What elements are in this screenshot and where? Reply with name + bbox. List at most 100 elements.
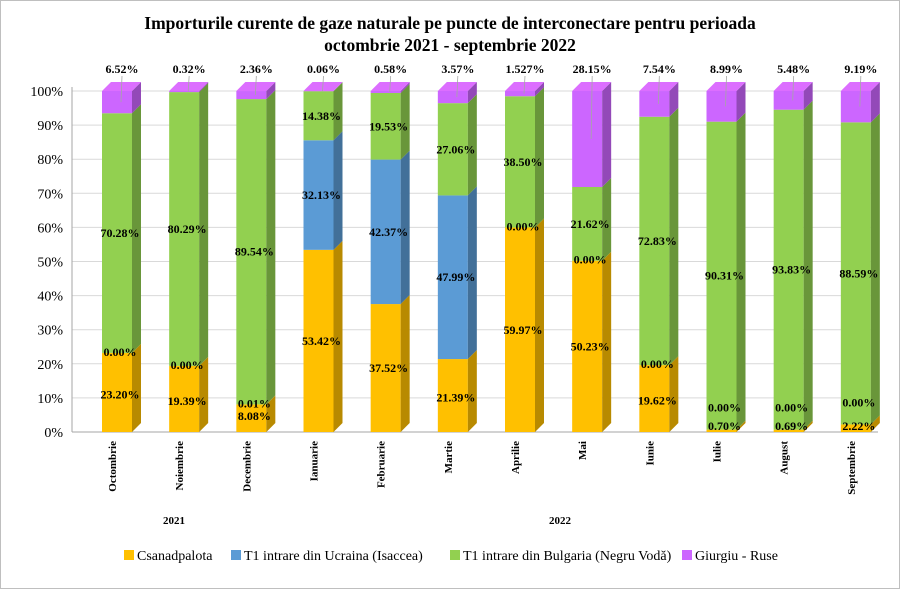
- data-label: 0.00%: [708, 401, 741, 415]
- data-label: 19.62%: [638, 394, 677, 408]
- bar-segment-side: [199, 82, 209, 93]
- data-label: 21.62%: [571, 217, 610, 231]
- data-label: 21.39%: [436, 391, 475, 405]
- data-label: 90.31%: [705, 269, 744, 283]
- bar-stack: [370, 82, 410, 432]
- y-tick-label: 40%: [37, 290, 63, 305]
- bar-segment-side: [535, 87, 544, 228]
- data-label: 0.32%: [173, 62, 206, 76]
- bar-segment: [773, 109, 804, 430]
- leader-line: [254, 75, 257, 96]
- bar-segment-side: [870, 82, 880, 123]
- data-label: 0.00%: [171, 358, 204, 372]
- bar-segment: [505, 96, 535, 228]
- data-label: 32.13%: [302, 188, 341, 202]
- leader-line: [389, 75, 392, 93]
- bar-segment: [773, 429, 804, 432]
- legend-label: T1 intrare din Bulgaria (Negru Vodă): [463, 549, 672, 564]
- bar-stack: [169, 82, 209, 432]
- data-label: 37.52%: [369, 361, 408, 375]
- bar-segment-side: [669, 107, 679, 366]
- bar-segment: [572, 260, 603, 432]
- leader-line: [590, 75, 593, 140]
- y-tick-label: 60%: [37, 221, 63, 236]
- data-label: 70.28%: [101, 226, 140, 240]
- bar-stack: [102, 82, 141, 432]
- bar-segment-side: [803, 420, 813, 432]
- bar-segment: [169, 91, 200, 93]
- data-labels: 23.20% 0.00% 70.28% 6.52% 19.39% 0.00% 80.29% 0…: [101, 62, 879, 433]
- y-tick-label: 10%: [37, 392, 63, 407]
- bar-segment: [437, 90, 468, 104]
- bar-segment: [437, 359, 468, 432]
- bar-segment-side: [467, 350, 477, 432]
- year-label-2022: 2022: [549, 515, 572, 527]
- category-label: Aprilie: [510, 441, 522, 474]
- legend-item: T1 intrare din Ucraina (Isaccea): [231, 549, 423, 564]
- bar-segment: [169, 365, 200, 432]
- bar-segment: [706, 429, 737, 432]
- bar-segment-side: [467, 81, 477, 104]
- bar-segment-side: [266, 395, 276, 432]
- bar-stack: [773, 82, 813, 432]
- bar-segment-side: [132, 104, 141, 353]
- bar-segment-side: [400, 83, 410, 160]
- data-label: 42.37%: [369, 225, 408, 239]
- leader-line: [792, 75, 795, 101]
- leader-line: [120, 75, 123, 103]
- bar-segment: [102, 91, 132, 114]
- legend-swatch: [231, 550, 241, 560]
- y-tick-label: 80%: [37, 153, 63, 168]
- data-label: 19.53%: [369, 119, 408, 133]
- data-label: 38.50%: [504, 155, 543, 169]
- legend-item: Giurgiu - Ruse: [682, 549, 778, 564]
- data-label: 8.99%: [710, 62, 743, 76]
- bars: [102, 81, 880, 432]
- data-label: 23.20%: [101, 387, 140, 401]
- bar-segment-side: [870, 113, 880, 425]
- bar-segment: [303, 140, 334, 250]
- bar-segment: [102, 352, 132, 432]
- bar-segment-side: [132, 343, 141, 432]
- data-label: 72.83%: [638, 234, 677, 248]
- category-label: Iunie: [644, 441, 656, 466]
- legend-label: Giurgiu - Ruse: [695, 549, 778, 564]
- bar-segment-side: [736, 112, 746, 430]
- category-label: Februarie: [376, 441, 388, 488]
- bar-segment: [840, 122, 871, 425]
- bar-segment: [505, 227, 535, 432]
- data-label: 93.83%: [772, 263, 811, 277]
- category-label: Decembrie: [241, 441, 253, 492]
- legend-swatch: [124, 550, 134, 560]
- bar-segment-side: [535, 82, 544, 97]
- bar-segment: [773, 91, 804, 110]
- bar-segment-side: [400, 295, 410, 432]
- data-label: 0.00%: [104, 345, 137, 359]
- bar-segment: [639, 91, 670, 117]
- data-label: 19.39%: [168, 394, 207, 408]
- bar-segment-side: [400, 150, 410, 305]
- bar-stack: [303, 82, 343, 432]
- bar-stack: [840, 82, 880, 432]
- bar-segment-side: [602, 251, 612, 432]
- bar-segment: [370, 304, 401, 432]
- legend-swatch: [450, 550, 460, 560]
- bar-segment-side: [199, 83, 209, 366]
- legend-item: T1 intrare din Bulgaria (Negru Vodă): [450, 549, 672, 564]
- bar-segment: [840, 91, 871, 123]
- data-label: 28.15%: [573, 62, 612, 76]
- chart-title-line2: octombrie 2021 - septembrie 2022: [324, 35, 576, 55]
- bar-segment: [370, 92, 401, 160]
- data-label: 2.22%: [842, 419, 875, 433]
- data-label: 8.08%: [238, 409, 271, 423]
- data-label: 0.69%: [775, 419, 808, 433]
- bar-segment-side: [333, 82, 343, 92]
- legend: Csanadpalota T1 intrare din Ucraina (Isac…: [124, 549, 778, 564]
- data-label: 0.00%: [641, 357, 674, 371]
- data-label: 0.01%: [238, 396, 271, 410]
- legend-swatch: [682, 550, 692, 560]
- category-label: Ianuarie: [309, 441, 321, 481]
- data-label: 0.00%: [574, 253, 607, 267]
- leader-line: [657, 75, 660, 104]
